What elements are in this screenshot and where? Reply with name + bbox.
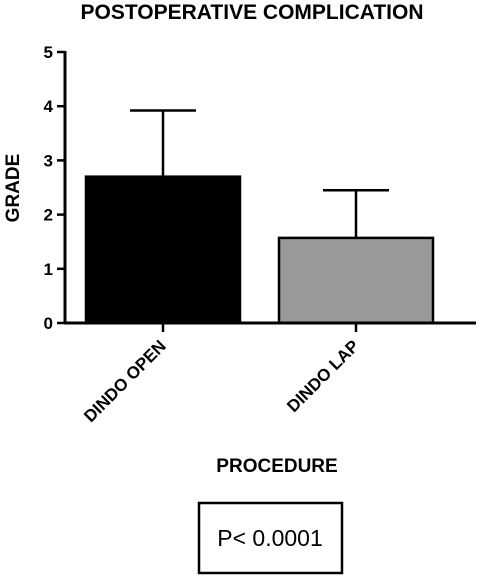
bar [84,175,242,325]
y-tick-label: 4 [44,97,54,116]
y-ticks-layer: 0 1 2 3 4 5 [44,43,65,333]
x-ticks-layer: DINDO OPEN DINDO LAP [80,323,363,426]
y-tick-label: 0 [44,314,53,333]
p-value-annotation: P< 0.0001 [217,525,323,551]
y-tick-label: 2 [44,206,53,225]
bars-layer [84,175,435,325]
chart-title: POSTOPERATIVE COMPLICATION [80,1,423,24]
y-tick-label: 5 [44,43,53,62]
error-bars-layer [130,109,389,238]
x-axis-label: PROCEDURE [216,456,337,477]
y-tick-label: 1 [44,260,53,279]
bar [277,236,435,325]
y-axis-label: GRADE [3,154,24,223]
x-tick-label: DINDO OPEN [80,336,170,426]
y-tick-label: 3 [44,151,53,170]
x-tick-label: DINDO LAP [283,336,363,416]
annotation-box [197,501,344,575]
